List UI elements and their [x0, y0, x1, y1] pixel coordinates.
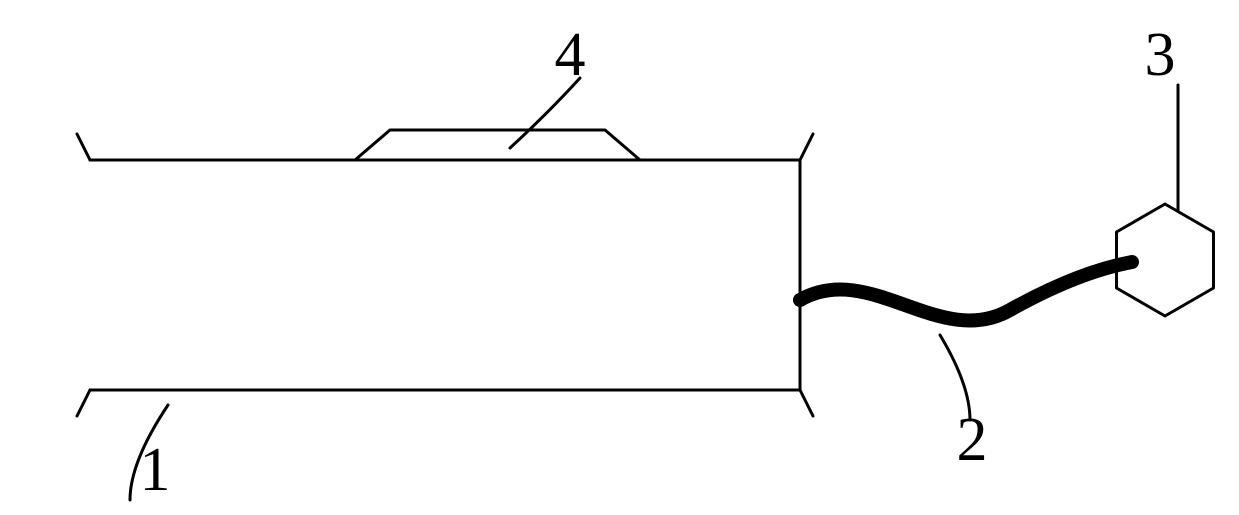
callout-label-1: 1 — [140, 436, 171, 504]
technical-diagram: 1 2 3 4 — [0, 0, 1239, 515]
cable — [800, 262, 1132, 321]
corner-tick-bottom-left — [77, 390, 90, 416]
callout-label-2: 2 — [957, 406, 988, 474]
callout-label-4: 4 — [555, 21, 586, 89]
callout-label-3: 3 — [1145, 21, 1176, 89]
device-body — [77, 134, 813, 416]
top-tab — [355, 130, 640, 160]
corner-tick-bottom-right — [800, 390, 813, 416]
corner-tick-top-left — [77, 134, 90, 160]
corner-tick-top-right — [800, 134, 813, 160]
